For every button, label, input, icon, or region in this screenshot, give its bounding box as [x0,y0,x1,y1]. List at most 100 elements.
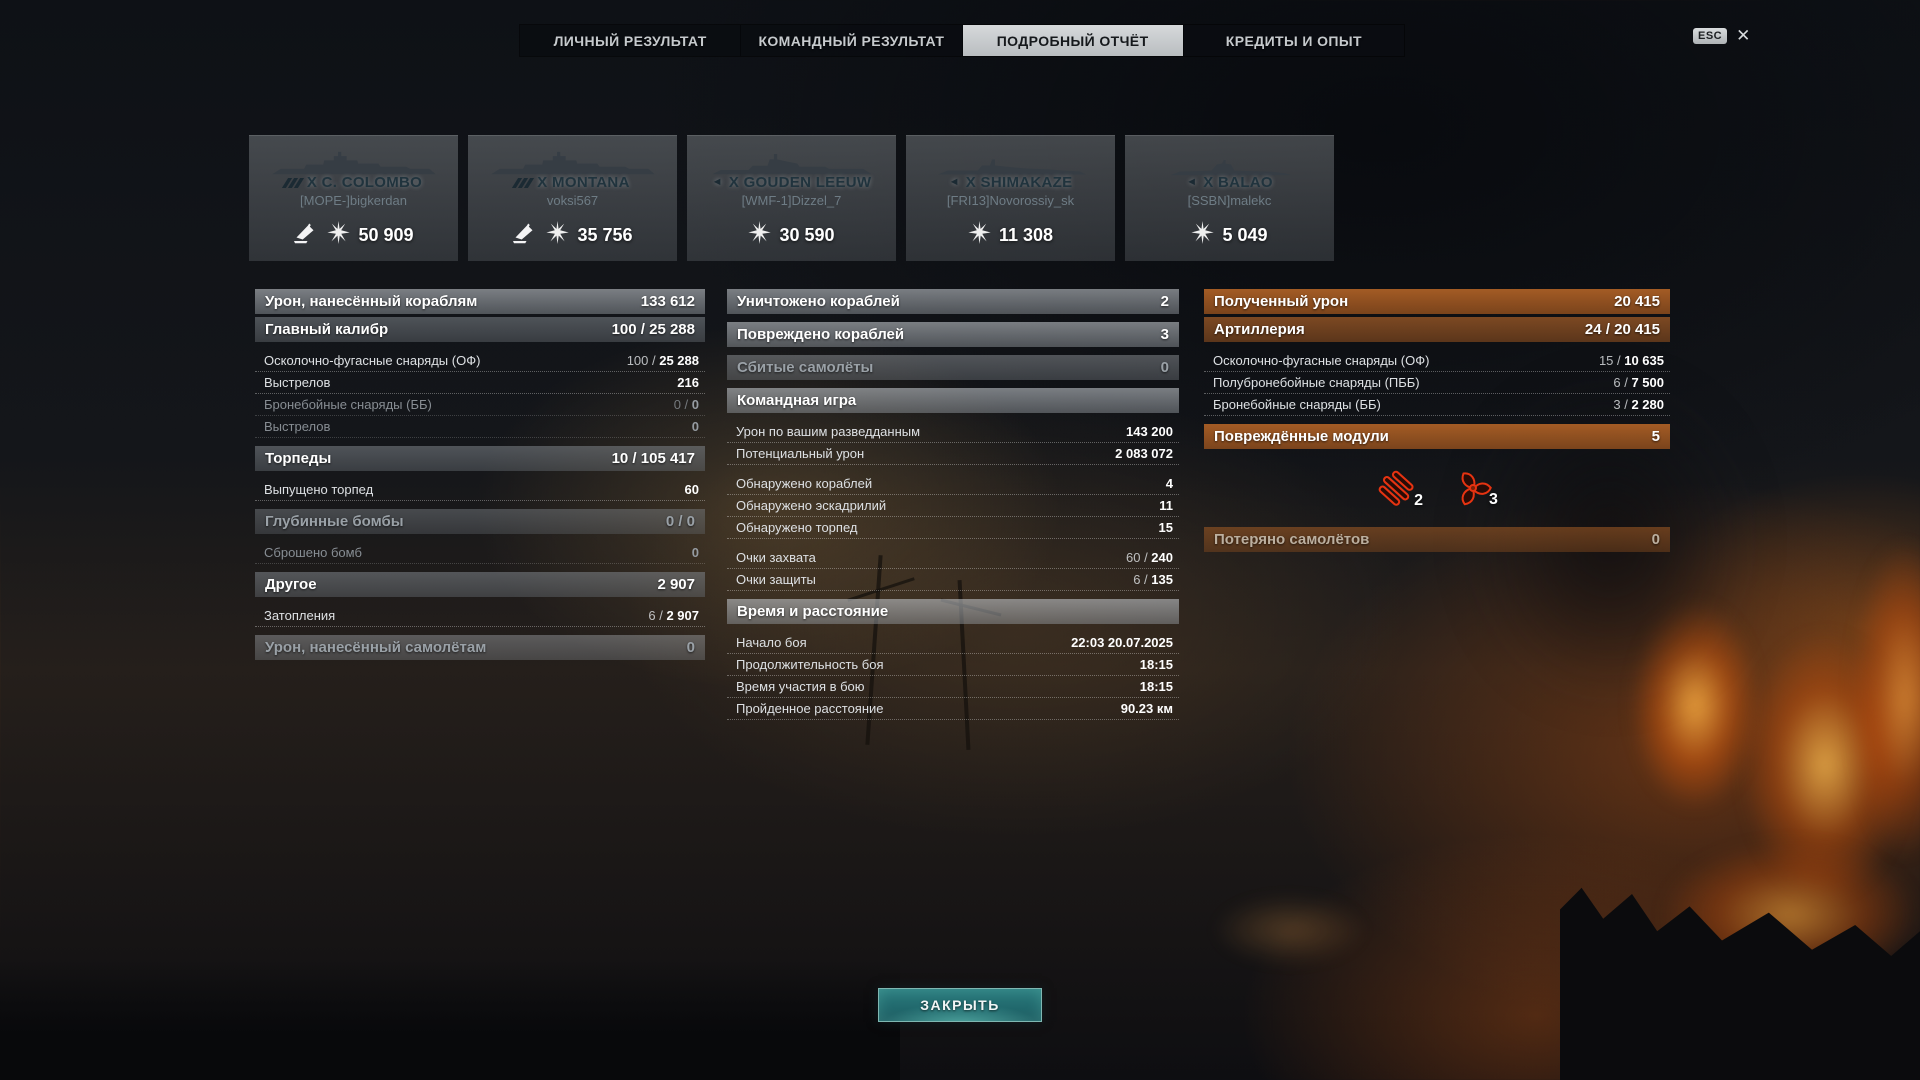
stat-row: Пройденное расстояние 90.23 км [727,698,1179,720]
ship-card[interactable]: ◄ X GOUDEN LEEUW [WMF-1]Dizzel_7 30 590 [687,135,896,261]
stat-row: Затопления 6 / 2 907 [255,605,705,627]
stat-row: Обнаружено торпед 15 [727,517,1179,539]
module-damage-count: 2 [1414,491,1423,509]
stat-header: Другое 2 907 [255,572,705,597]
explosion-damage-icon [1191,221,1215,249]
ship-card[interactable]: X C. COLOMBO [MOPE-]bigkerdan 50 909 [249,135,458,261]
stat-group: Потеряно самолётов 0 [1204,527,1670,552]
stat-header: Повреждено кораблей 3 [727,322,1179,347]
stat-row: Сброшено бомб 0 [255,542,705,564]
ship-name: ◄ X BALAO [1186,174,1273,191]
stat-header: Повреждённые модули 5 [1204,424,1670,449]
tab-credits-xp[interactable]: КРЕДИТЫ И ОПЫТ [1182,25,1404,56]
damage-received-column: Полученный урон 20 415 Артиллерия 24 / 20 4… [1204,289,1670,560]
close-button[interactable]: ЗАКРЫТЬ [878,988,1042,1022]
stat-header: Урон, нанесённый кораблям 133 612 [255,289,705,314]
damage-value: 11 308 [998,224,1054,245]
stat-header: Урон, нанесённый самолётам 0 [255,635,705,660]
stat-group: Повреждённые модули 5 [1204,424,1670,449]
stat-row: Осколочно-фугасные снаряды (ОФ) 15 / 10 6… [1204,350,1670,372]
damage-dealt-column: Урон, нанесённый кораблям 133 612 Главный … [255,289,705,668]
damage-row: 11 308 [968,221,1053,249]
esc-key-badge[interactable]: ESC [1693,27,1728,44]
stat-row: Выстрелов 0 [255,416,705,438]
stat-group: Очки захвата 60 / 240 Очки защиты 6 / 135 [727,547,1179,591]
stat-row: Очки защиты 6 / 135 [727,569,1179,591]
stat-group: Урон по вашим разведданным 143 200 Потенци… [727,421,1179,465]
stat-group: Урон, нанесённый кораблям 133 612 Главный … [255,289,705,342]
stat-row: Продолжительность боя 18:15 [727,654,1179,676]
stat-group: Командная игра [727,388,1179,413]
stat-header: Сбитые самолёты 0 [727,355,1179,380]
stat-group: Осколочно-фугасные снаряды (ОФ) 100 / 25 … [255,350,705,438]
stat-header: Командная игра [727,388,1179,413]
stat-row: Очки захвата 60 / 240 [727,547,1179,569]
ship-name: X MONTANA [512,174,629,191]
stat-header: Глубинные бомбы 0 / 0 [255,509,705,534]
ship-name: X C. COLOMBO [281,174,422,191]
destroyed-marker-icon [512,177,535,188]
stat-group: Полученный урон 20 415 Артиллерия 24 / 20 4… [1204,289,1670,342]
stat-header: Главный калибр 100 / 25 288 [255,317,705,342]
ship-cards-row: X C. COLOMBO [MOPE-]bigkerdan 50 909 X MONT… [249,135,1334,261]
explosion-damage-icon [748,221,772,249]
ship-silhouette-icon [268,142,440,176]
team-play-column: Уничтожено кораблей 2 Повреждено кораблей 3… [727,289,1179,728]
ship-marker-icon: ◄ [948,176,960,188]
ship-card[interactable]: X MONTANA voksi567 35 756 [468,135,677,261]
explosion-damage-icon [968,221,991,249]
ship-marker-icon: ◄ [711,176,723,188]
stat-row: Бронебойные снаряды (ББ) 3 / 2 280 [1204,394,1670,416]
tab-team-result[interactable]: КОМАНДНЫЙ РЕЗУЛЬТАТ [740,25,961,56]
torpedo-tubes-module: 2 [1376,467,1423,514]
module-damage-count: 3 [1489,490,1498,508]
explosion-damage-icon [327,221,351,249]
stat-row: Потенциальный урон 2 083 072 [727,443,1179,465]
damage-value: 35 756 [577,224,633,245]
ship-name: ◄ X GOUDEN LEEUW [711,174,872,191]
ship-card[interactable]: ◄ X BALAO [SSBN]malekc 5 049 [1125,135,1334,261]
sunk-ship-icon [512,222,538,249]
close-icon[interactable]: ✕ [1736,26,1751,45]
damage-value: 5 049 [1222,224,1268,245]
stat-row: Выпущено торпед 60 [255,479,705,501]
stat-row: Обнаружено кораблей 4 [727,473,1179,495]
propeller-icon [1453,468,1493,513]
stat-group: Глубинные бомбы 0 / 0 [255,509,705,534]
torpedo-tubes-icon [1376,467,1418,514]
ship-name: ◄ X SHIMAKAZE [948,174,1073,191]
stat-group: Урон, нанесённый самолётам 0 [255,635,705,660]
stat-group: Торпеды 10 / 105 417 [255,446,705,471]
stat-group: Время и расстояние [727,599,1179,624]
ship-card[interactable]: ◄ X SHIMAKAZE [FRI13]Novorossiy_sk 11 308 [906,135,1115,261]
player-name: [FRI13]Novorossiy_sk [946,193,1075,208]
stat-header: Уничтожено кораблей 2 [727,289,1179,314]
sunk-ship-icon [293,222,319,249]
tab-personal-result[interactable]: ЛИЧНЫЙ РЕЗУЛЬТАТ [553,32,707,49]
window-controls: ESC ✕ [1693,27,1750,44]
stat-header: Время и расстояние [727,599,1179,624]
tab-detailed-report[interactable]: ПОДРОБНЫЙ ОТЧЁТ [961,25,1183,56]
stat-row: Урон по вашим разведданным 143 200 [727,421,1179,443]
stat-group: Повреждено кораблей 3 [727,322,1179,347]
damage-row: 35 756 [512,221,633,249]
player-name: [MOPE-]bigkerdan [300,193,407,208]
ship-silhouette-icon [706,142,878,176]
ship-silhouette-icon [930,142,1092,176]
stat-group: Сбитые самолёты 0 [727,355,1179,380]
stat-row: Начало боя 22:03 20.07.2025 [727,632,1179,654]
stat-group: Выпущено торпед 60 [255,479,705,501]
player-name: [WMF-1]Dizzel_7 [741,193,842,208]
player-name: [SSBN]malekc [1187,193,1272,208]
damage-row: 50 909 [293,221,414,249]
explosion-damage-icon [546,221,570,249]
stat-group: Сброшено бомб 0 [255,542,705,564]
stat-row: Осколочно-фугасные снаряды (ОФ) 100 / 25 … [255,350,705,372]
player-name: voksi567 [546,193,599,208]
ship-marker-icon: ◄ [1186,176,1198,188]
tab-bar: ЛИЧНЫЙ РЕЗУЛЬТАТ КОМАНДНЫЙ РЕЗУЛЬТАТ ПОДРО… [520,25,1404,56]
stat-header: Артиллерия 24 / 20 415 [1204,317,1670,342]
stat-group: Осколочно-фугасные снаряды (ОФ) 15 / 10 6… [1204,350,1670,416]
stat-row: Полубронебойные снаряды (ПББ) 6 / 7 500 [1204,372,1670,394]
